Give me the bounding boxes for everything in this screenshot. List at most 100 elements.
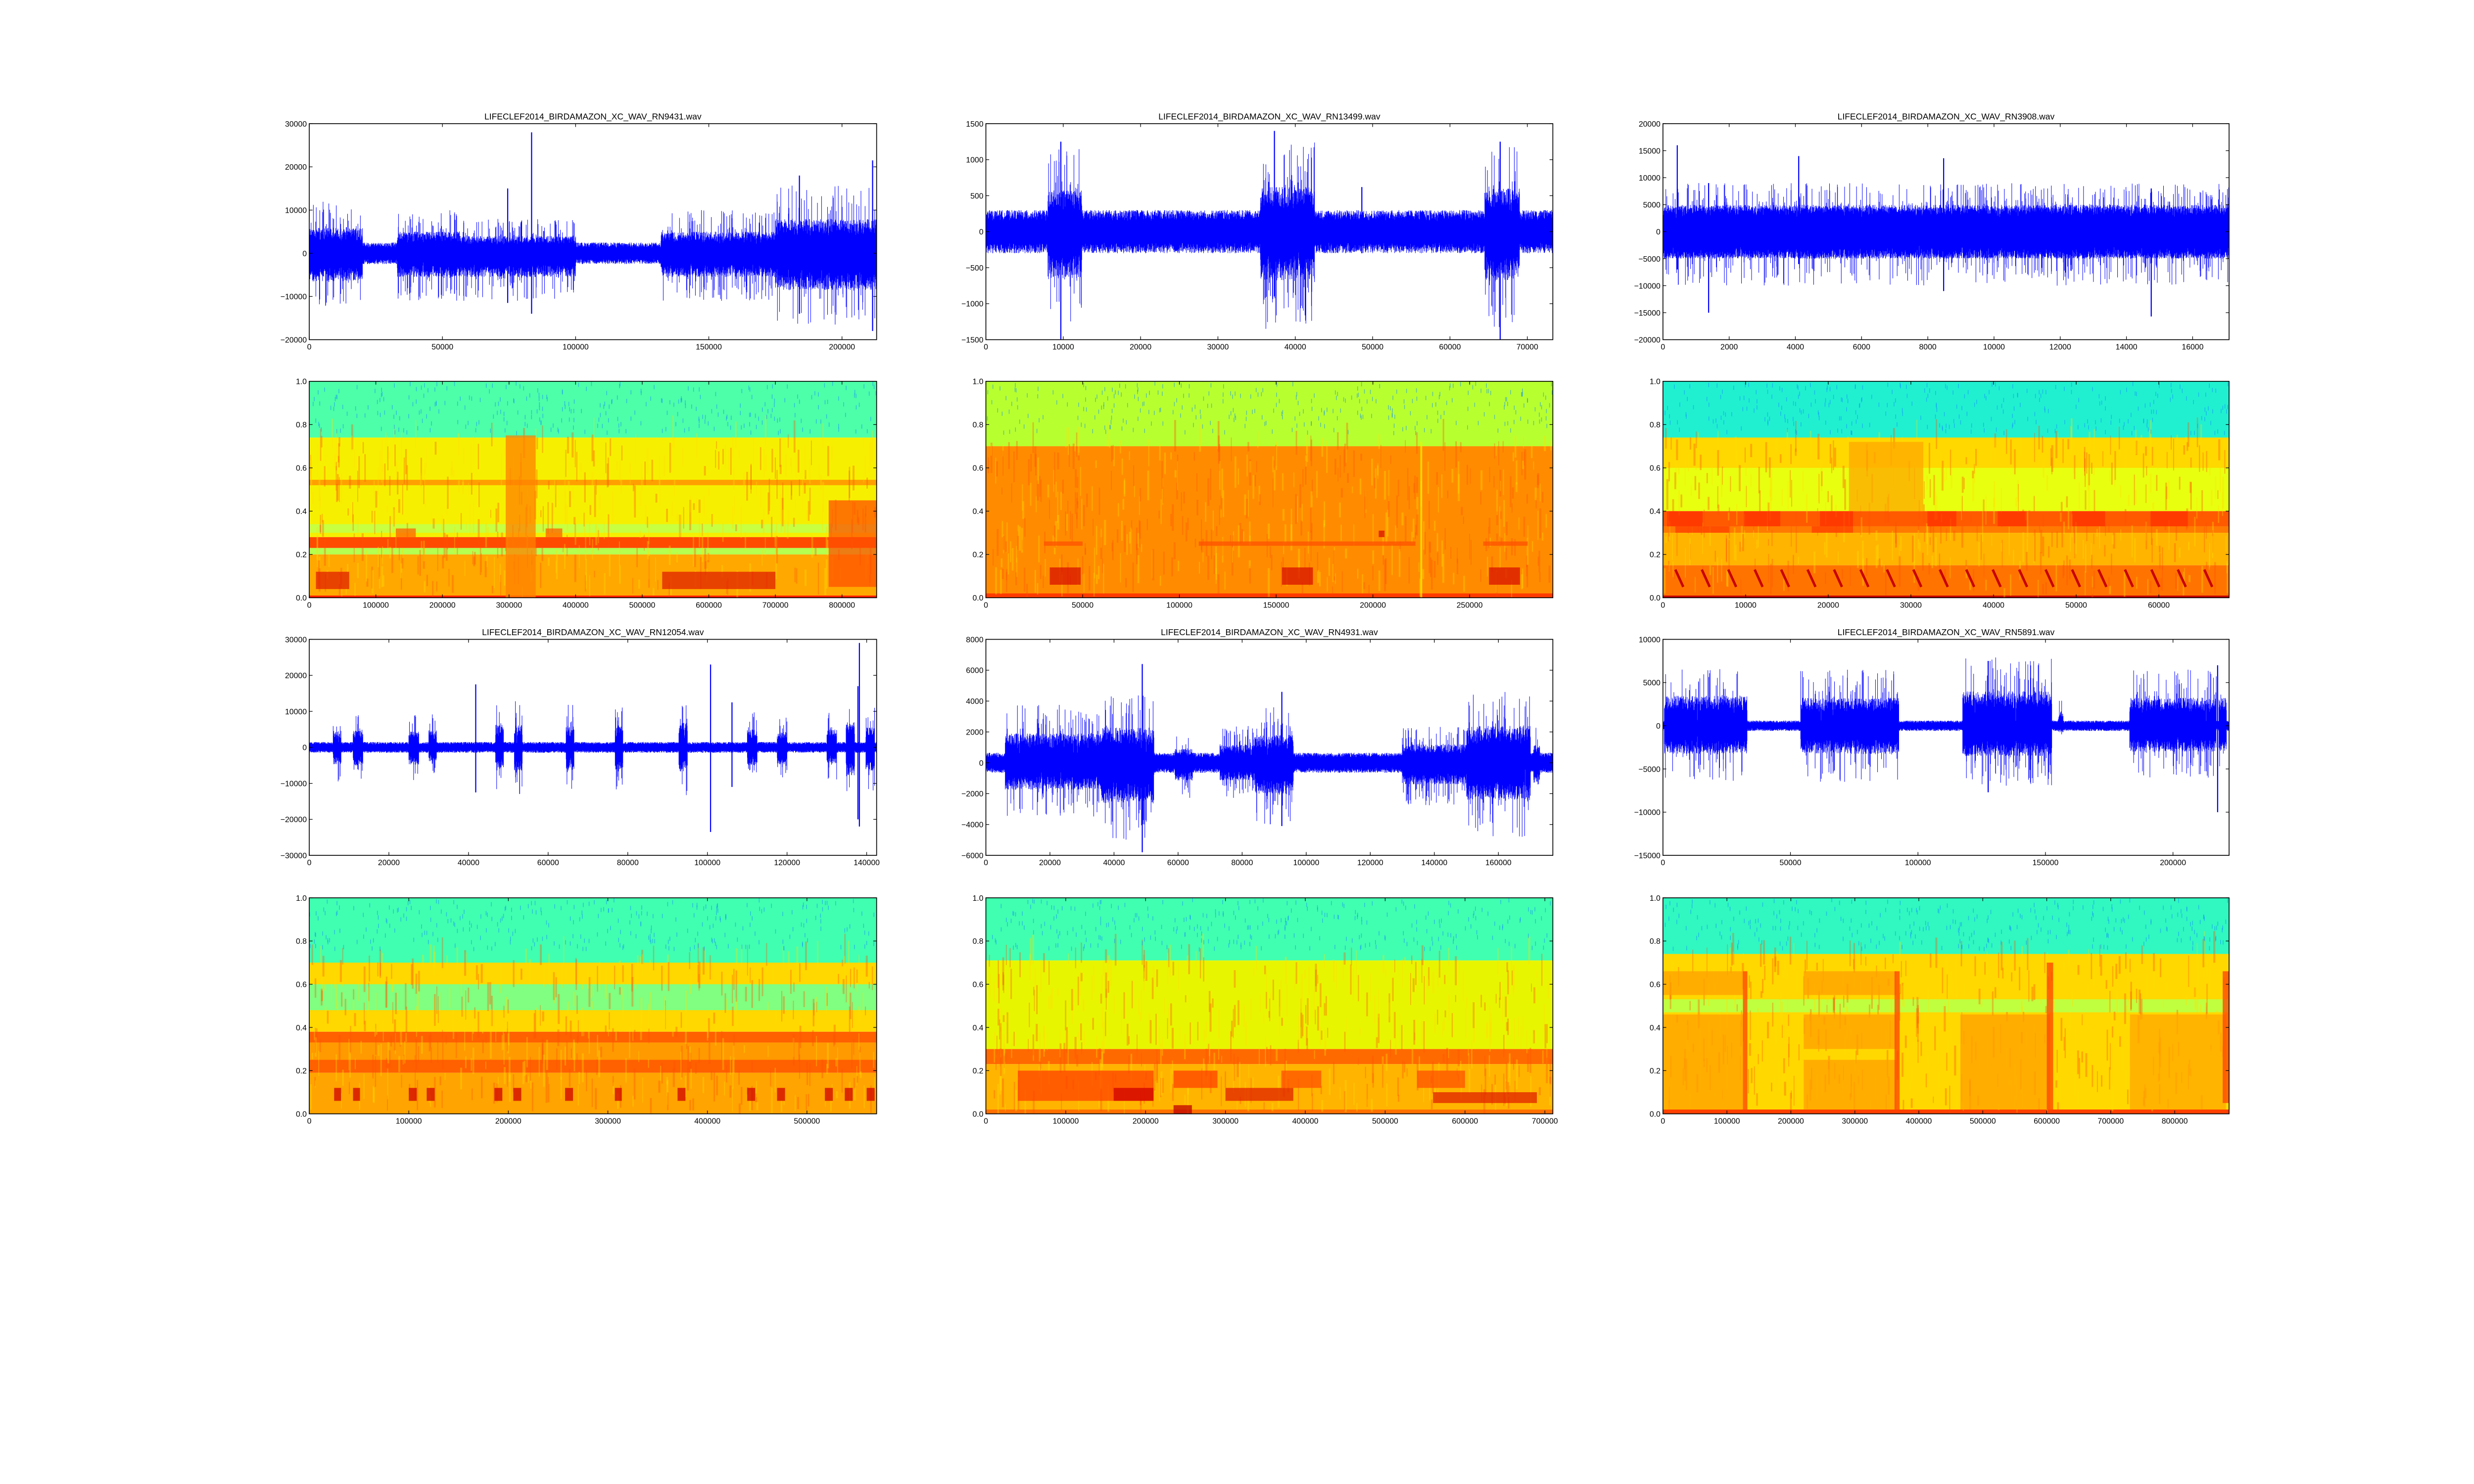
spectrogram-streak: [1128, 1055, 1130, 1073]
spectrogram-streak: [525, 1074, 527, 1082]
spectrogram-streak: [1319, 572, 1321, 587]
spectrogram-speck: [1257, 392, 1259, 397]
spectrogram-speck: [2105, 406, 2106, 411]
spectrogram-speck: [394, 430, 395, 435]
spectrogram-streak: [1512, 487, 1514, 499]
spectrogram-event: [825, 1088, 833, 1101]
spectrogram-streak: [1438, 950, 1440, 978]
spectrogram-streak: [2108, 577, 2110, 586]
spectrogram-streak: [2085, 571, 2086, 596]
spectrogram-streak: [1356, 950, 1357, 980]
spectrogram-speck: [992, 384, 994, 389]
spectrogram-streak: [1668, 560, 1669, 570]
spectrogram-speck: [1677, 420, 1678, 425]
y-tick-label: 1.0: [1650, 378, 1661, 386]
spectrogram-streak: [415, 1039, 417, 1070]
spectrogram-streak: [1905, 960, 1906, 976]
spectrogram-streak: [2124, 571, 2126, 597]
spectrogram-streak: [650, 1098, 652, 1113]
spectrogram-streak: [1032, 1034, 1035, 1056]
spectrogram-streak: [1470, 468, 1471, 484]
spectrogram-speck: [1143, 401, 1144, 406]
spectrogram-speck: [1311, 407, 1313, 411]
spectrogram-speck: [1456, 933, 1457, 938]
spectrogram-streak: [589, 575, 591, 597]
spectrogram-streak: [1266, 992, 1267, 1009]
spectrogram-streak: [331, 976, 332, 1002]
spectrogram-streak: [1317, 1006, 1319, 1031]
spectrogram-speck: [1043, 415, 1044, 419]
spectrogram-streak: [1000, 1031, 1001, 1058]
spectrogram-streak: [350, 1025, 351, 1054]
spectrogram-speck: [1499, 926, 1500, 930]
x-tick-label: 40000: [1103, 859, 1125, 867]
spectrogram-speck: [1800, 422, 1802, 427]
spectrogram-speck: [1708, 416, 1710, 421]
spectrogram-speck: [1733, 385, 1734, 390]
call-mark: [1939, 569, 1949, 588]
spectrogram-streak: [836, 1091, 838, 1099]
spectrogram-streak: [353, 989, 355, 1000]
spectrogram-speck: [678, 399, 679, 404]
spectrogram-streak: [1446, 1048, 1448, 1071]
spectrogram-speck: [2126, 387, 2127, 392]
spectrogram-streak: [1712, 464, 1713, 485]
spectrogram-streak: [795, 448, 797, 478]
spectrogram-speck: [1293, 933, 1295, 938]
spectrogram-streak: [1068, 444, 1070, 467]
spectrogram-streak: [615, 1032, 618, 1041]
spectrogram-speck: [1197, 932, 1198, 937]
spectrogram-streak: [826, 986, 827, 1013]
spectrogram-streak: [421, 1036, 423, 1054]
spectrogram-streak: [464, 950, 467, 976]
spectrogram-streak: [805, 569, 807, 586]
spectrogram-event: [747, 1088, 756, 1101]
spectrogram-streak: [1139, 521, 1141, 539]
spectrogram-streak: [1217, 421, 1218, 449]
spectrogram-streak: [1177, 455, 1179, 483]
spectrogram-speck: [1261, 946, 1262, 951]
spectrogram-streak: [2052, 1059, 2055, 1069]
spectrogram-streak: [1726, 538, 1727, 562]
spectrogram-streak: [2026, 538, 2028, 563]
spectrogram-streak: [567, 534, 568, 556]
spectrogram-streak: [1768, 554, 1769, 583]
spectrogram-speck: [1360, 945, 1361, 950]
spectrogram-speck: [751, 395, 753, 400]
spectrogram-streak: [2127, 994, 2129, 1008]
spectrogram-speck: [1354, 916, 1356, 921]
spectrogram-streak: [315, 1027, 316, 1053]
spectrogram-streak: [2150, 473, 2152, 493]
spectrogram-streak: [1004, 1053, 1007, 1062]
spectrogram-streak: [1363, 582, 1365, 589]
spectrogram-speck: [620, 929, 621, 934]
spectrogram-speck: [1926, 383, 1928, 388]
spectrogram-speck: [314, 939, 315, 944]
spectrogram-speck: [861, 911, 862, 916]
spectrogram-streak: [1023, 567, 1026, 592]
spectrogram-streak: [1378, 989, 1379, 1018]
spectrogram-speck: [1507, 402, 1508, 406]
spectrogram-streak: [1061, 1093, 1062, 1111]
spectrogram-speck: [1475, 381, 1476, 386]
spectrogram-streak: [2188, 575, 2191, 582]
spectrogram-streak: [465, 989, 466, 1019]
spectrogram-streak: [1178, 560, 1180, 571]
spectrogram-streak: [2060, 512, 2062, 522]
spectrogram-speck: [864, 944, 865, 949]
spectrogram-streak: [1429, 1075, 1430, 1101]
spectrogram-speck: [1262, 921, 1263, 926]
spectrogram-streak: [501, 455, 502, 487]
spectrogram-streak: [415, 974, 418, 994]
spectrogram-streak: [2092, 576, 2093, 595]
spectrogram-speck: [603, 404, 605, 409]
spectrogram-streak: [1167, 953, 1169, 984]
spectrogram-speck: [2092, 387, 2093, 392]
spectrogram-speck: [2120, 390, 2121, 395]
spectrogram-speck: [1200, 926, 1201, 930]
spectrogram-streak: [1137, 1034, 1138, 1061]
spectrogram-speck: [1296, 392, 1297, 397]
spectrogram-streak: [1114, 933, 1117, 966]
spectrogram-streak: [380, 963, 381, 976]
spectrogram-streak: [1388, 993, 1390, 1022]
